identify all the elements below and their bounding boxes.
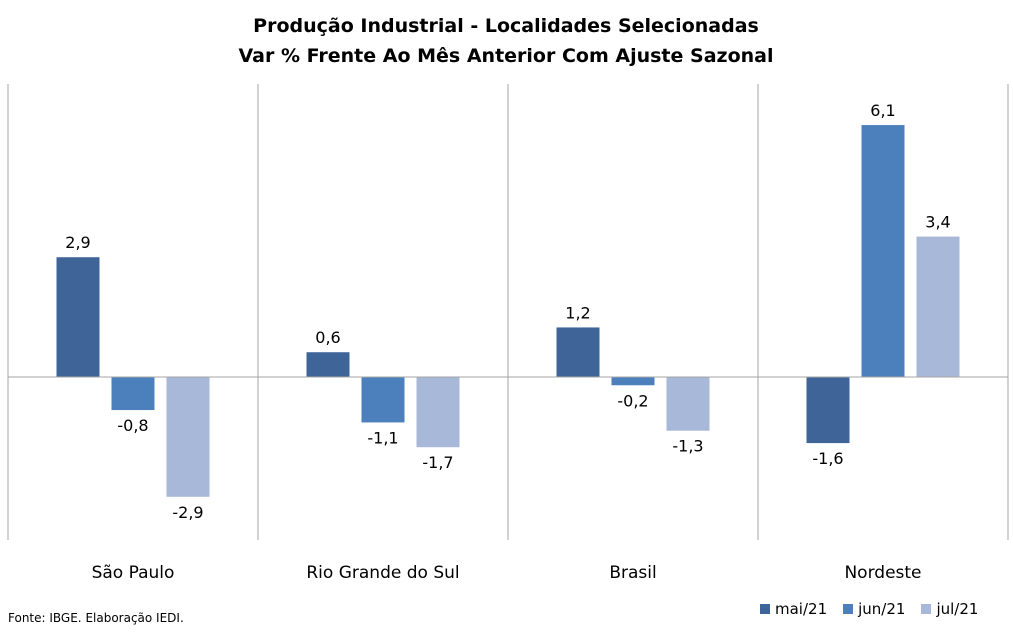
bar-jul21-3 [916, 236, 960, 377]
bar-jul21-0 [166, 377, 210, 497]
legend-swatch [760, 604, 770, 614]
bar-mai21-0 [56, 257, 100, 377]
source-note: Fonte: IBGE. Elaboração IEDI. [8, 611, 184, 625]
data-label: -0,8 [117, 416, 148, 435]
legend-swatch [921, 604, 932, 614]
chart-title: Produção Industrial - Localidades Seleci… [253, 15, 759, 37]
bar-jun21-3 [861, 125, 905, 377]
category-label: São Paulo [92, 563, 175, 583]
data-label: 0,6 [315, 328, 340, 347]
bar-jun21-1 [361, 377, 405, 423]
bar-mai21-3 [806, 377, 850, 444]
legend-item-jun21: jun/21 [843, 600, 905, 618]
data-label: -1,3 [672, 437, 703, 456]
bar-jun21-2 [611, 377, 655, 386]
plot-area: 2,9 -0,8 -2,9 São Paulo 0,6 -1,1 -1,7 Rio Grand… [7, 84, 1009, 583]
bar-jul21-1 [416, 377, 460, 448]
chart-subtitle: Var % Frente Ao Mês Anterior Com Ajuste … [239, 45, 774, 67]
legend: mai/21 jun/21 jul/21 [760, 600, 978, 618]
data-label: -1,6 [812, 449, 843, 468]
bar-jun21-0 [111, 377, 155, 411]
data-label: -2,9 [172, 503, 203, 522]
bar-mai21-2 [556, 327, 600, 377]
legend-label: mai/21 [775, 600, 828, 618]
category-label: Brasil [609, 563, 656, 583]
data-label: -1,7 [422, 453, 453, 472]
legend-label: jun/21 [858, 600, 906, 618]
legend-label: jul/21 [936, 600, 979, 618]
legend-swatch [843, 604, 854, 614]
data-label: 6,1 [870, 101, 895, 120]
data-label: 1,2 [565, 303, 590, 322]
bar-jul21-2 [666, 377, 710, 431]
legend-item-jul21: jul/21 [921, 600, 978, 618]
category-label: Rio Grande do Sul [306, 563, 459, 583]
data-label: -1,1 [367, 428, 398, 447]
data-label: 3,4 [925, 213, 950, 232]
legend-item-mai21: mai/21 [760, 600, 827, 618]
category-label: Nordeste [844, 563, 921, 583]
bar-mai21-1 [306, 352, 350, 377]
data-label: 2,9 [65, 233, 90, 252]
data-label: -0,2 [617, 391, 648, 410]
